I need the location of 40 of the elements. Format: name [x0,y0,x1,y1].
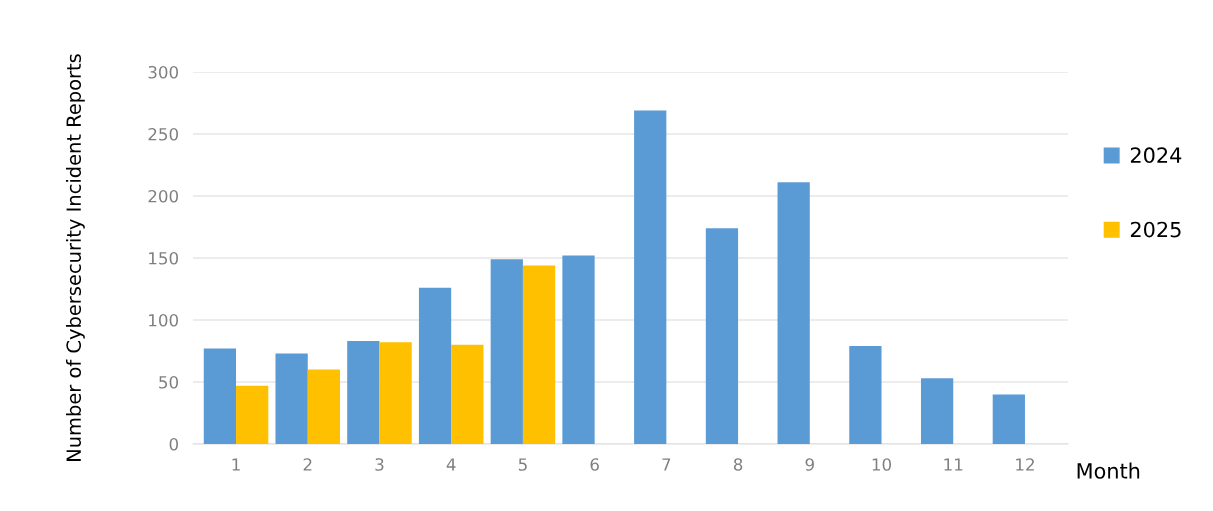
x-tick-label: 6 [590,458,599,471]
x-tick-label: 2 [303,458,312,471]
bar [992,394,1025,444]
y-tick-label: 50 [159,375,178,389]
x-tick-label: 12 [1016,458,1034,471]
bar [418,287,452,444]
x-tick-label: 3 [375,458,384,471]
bar [634,110,667,444]
y-axis-title: Number of Cybersecurity Incident Reports [65,54,85,461]
x-tick-label: 11 [944,458,963,471]
x-tick-label: 7 [662,458,671,471]
bar [777,182,810,444]
x-tick-label: 8 [733,458,743,471]
x-axis-title: Month [1077,462,1140,479]
bar [307,369,341,444]
x-tick-label: 4 [446,458,456,471]
x-tick-label: 10 [872,458,892,471]
y-tick-label: 300 [148,65,178,79]
legend-label: 2024 [1130,147,1182,164]
x-tick-label: 1 [232,458,240,471]
x-tick-label: 9 [805,458,814,471]
bar [379,342,412,444]
bar [236,385,269,444]
bar [490,259,523,444]
legend-label: 2025 [1130,221,1181,238]
y-tick-label: 0 [169,437,178,451]
bar [705,228,739,444]
bar [849,346,882,444]
bar [275,353,308,444]
y-tick-label: 250 [148,127,178,141]
y-tick-label: 200 [148,189,178,203]
y-tick-label: 150 [149,251,178,265]
bar [203,348,237,444]
bar [562,255,595,444]
bar [451,344,484,444]
x-tick-label: 5 [518,458,527,471]
bar [522,265,556,444]
y-tick-label: 100 [149,313,178,327]
bar [920,378,954,444]
bar [347,341,380,444]
